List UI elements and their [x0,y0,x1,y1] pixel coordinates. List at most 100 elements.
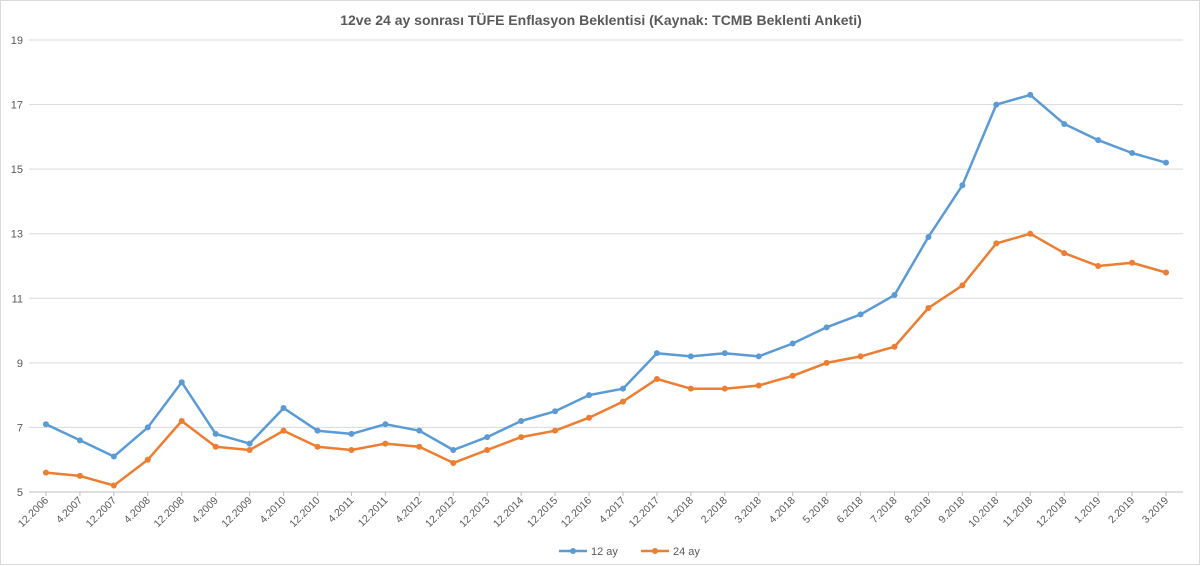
data-point [178,379,185,386]
data-point [619,398,626,405]
data-point [993,240,1000,247]
data-point [653,376,660,382]
data-point [755,353,762,360]
x-tick-label: 2.2018 [699,495,730,526]
data-point [1027,230,1034,237]
data-point [552,427,559,434]
legend: 12 ay 24 ay [559,546,700,558]
x-tick-label: 4.2012 [393,495,424,526]
data-point [891,343,898,350]
data-point [42,469,49,476]
data-point [925,233,932,240]
series-line [44,93,1168,458]
data-point [314,443,321,450]
data-point [382,440,389,447]
y-tick-label: 13 [11,229,23,241]
data-point [925,304,932,311]
x-tick-label: 4.2010 [257,495,288,526]
x-tick-label: 6.2018 [834,495,865,526]
x-tick-label: 4.2008 [122,495,153,526]
data-point [314,427,321,434]
data-point [1163,269,1170,276]
legend-item: 24 ay [641,546,700,558]
y-tick-label: 19 [11,35,23,47]
data-point [552,408,559,415]
data-point [110,453,117,460]
series-24-ay [42,230,1170,489]
data-point [1061,250,1068,257]
gridlines [29,39,1183,493]
legend-marker [570,548,576,554]
x-tick-label: 12.2008 [152,495,187,530]
x-tick-label: 1.2018 [665,495,696,526]
data-point [484,447,491,454]
x-tick-label: 12.2006 [16,495,51,530]
chart-title: 12ve 24 ay sonrası TÜFE Enflasyon Beklen… [340,12,862,28]
data-point [1095,137,1102,144]
x-tick-label: 12.2016 [559,495,594,530]
data-point [653,350,660,357]
data-point [586,414,593,421]
data-point [246,447,253,454]
data-point [42,421,49,428]
y-tick-label: 11 [12,293,23,305]
data-point [789,340,796,347]
legend-label: 24 ay [673,546,700,558]
legend-marker [652,548,658,554]
data-point [178,417,185,424]
data-point [1129,150,1136,156]
data-point [212,430,219,437]
data-point [687,353,694,360]
x-tick-label: 12.2013 [457,495,492,530]
x-tick-label: 12.2017 [627,495,662,530]
data-point [1095,263,1102,269]
data-point [959,282,966,289]
data-point [144,424,151,431]
x-tick-label: 4.2009 [190,495,221,526]
data-point [144,456,151,463]
data-point [789,372,796,379]
data-point [823,324,830,331]
legend-label: 12 ay [591,546,618,558]
data-point [619,385,626,392]
x-tick-label: 8.2018 [902,495,933,526]
data-point [416,427,423,434]
x-tick-label: 2.2019 [1106,495,1137,526]
data-point [212,443,219,450]
data-point [484,434,491,441]
x-tick-label: 12.2009 [219,495,254,530]
x-tick-label: 3.2018 [733,495,764,526]
y-axis-ticks: 5 7 9 11 13 15 17 19 [11,35,23,499]
x-tick-label: 12.2012 [423,495,458,530]
data-point [857,311,864,318]
legend-item: 12 ay [559,546,618,558]
data-point [687,385,694,392]
x-tick-label: 10.2018 [966,495,1001,530]
data-point [280,405,287,412]
x-tick-label: 4.2007 [54,495,85,526]
x-tick-label: 4.2011 [326,495,357,526]
data-point [586,392,593,399]
y-tick-label: 5 [17,487,23,499]
data-point [891,292,898,299]
data-point [857,353,864,360]
data-point [993,101,1000,108]
data-point [1129,259,1136,266]
x-tick-label: 12.2007 [84,495,119,530]
data-point [721,350,728,357]
data-point [246,440,253,447]
data-point [280,427,287,434]
data-point [76,472,83,479]
x-tick-label: 12.2018 [1034,495,1069,530]
x-tick-label: 12.2014 [491,495,526,530]
data-point [823,359,830,366]
data-point [110,482,117,489]
data-point [959,182,966,189]
y-tick-label: 7 [17,422,23,434]
x-tick-label: 4.2017 [597,495,628,526]
x-tick-label: 1.2019 [1072,495,1103,526]
data-point [721,385,728,392]
series-lines [42,91,1170,489]
y-tick-label: 15 [11,164,23,176]
